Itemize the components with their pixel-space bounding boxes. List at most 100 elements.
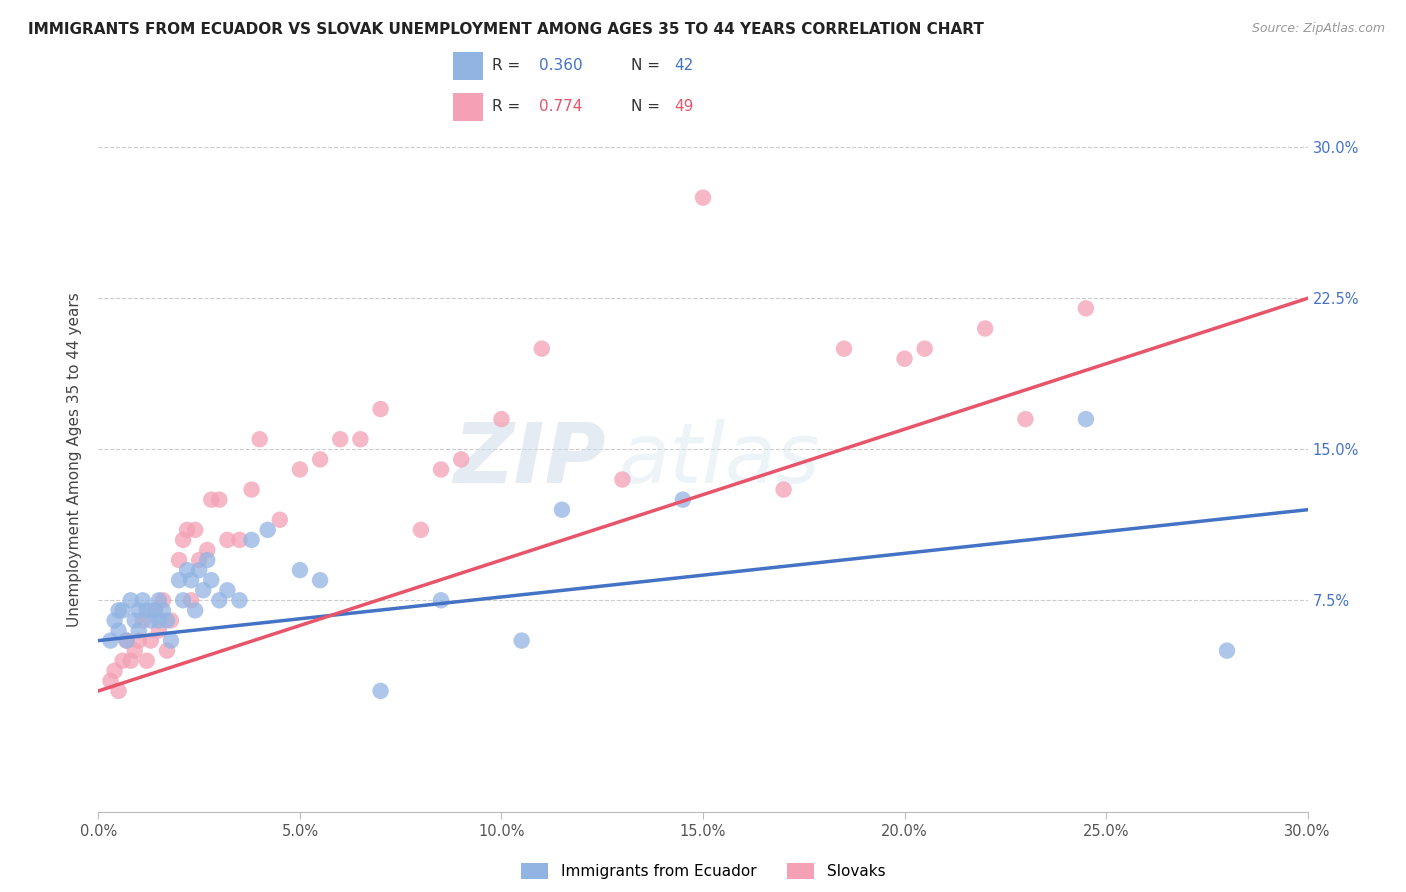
Point xyxy=(1074,301,1097,316)
Point xyxy=(228,593,250,607)
Point xyxy=(184,523,207,537)
Point xyxy=(217,533,239,547)
Point xyxy=(167,553,190,567)
Point xyxy=(103,664,125,678)
Point xyxy=(107,684,129,698)
Point xyxy=(256,523,278,537)
Point xyxy=(349,432,371,446)
Point xyxy=(612,473,634,487)
Point xyxy=(228,533,250,547)
Point xyxy=(309,573,332,587)
Text: R =: R = xyxy=(492,99,526,114)
Point xyxy=(115,633,138,648)
Point xyxy=(692,191,714,205)
Point xyxy=(672,492,695,507)
Point xyxy=(180,593,202,607)
Point xyxy=(107,624,129,638)
Text: ZIP: ZIP xyxy=(454,419,606,500)
Point xyxy=(491,412,513,426)
Point xyxy=(430,593,453,607)
Text: 49: 49 xyxy=(675,99,693,114)
Text: 42: 42 xyxy=(675,58,693,73)
Text: IMMIGRANTS FROM ECUADOR VS SLOVAK UNEMPLOYMENT AMONG AGES 35 TO 44 YEARS CORRELA: IMMIGRANTS FROM ECUADOR VS SLOVAK UNEMPL… xyxy=(28,22,984,37)
Point xyxy=(269,513,291,527)
Point xyxy=(188,553,211,567)
Point xyxy=(217,583,239,598)
Point xyxy=(195,543,218,558)
Point xyxy=(772,483,794,497)
Text: N =: N = xyxy=(631,58,665,73)
Point xyxy=(430,462,453,476)
Point xyxy=(172,593,194,607)
Point xyxy=(974,321,997,335)
Point xyxy=(128,603,150,617)
Point xyxy=(249,432,271,446)
FancyBboxPatch shape xyxy=(453,93,482,120)
FancyBboxPatch shape xyxy=(453,53,482,80)
Point xyxy=(139,614,162,628)
Point xyxy=(1014,412,1036,426)
Point xyxy=(156,614,179,628)
Point xyxy=(240,483,263,497)
Point xyxy=(100,673,122,688)
Point xyxy=(200,573,222,587)
Point xyxy=(124,614,146,628)
Text: atlas: atlas xyxy=(619,419,820,500)
Point xyxy=(208,492,231,507)
Point xyxy=(180,573,202,587)
Point xyxy=(288,462,311,476)
Point xyxy=(160,614,183,628)
Point xyxy=(124,643,146,657)
Point xyxy=(135,654,157,668)
Text: R =: R = xyxy=(492,58,526,73)
Text: 0.774: 0.774 xyxy=(538,99,582,114)
Point xyxy=(176,563,198,577)
Point xyxy=(107,603,129,617)
Y-axis label: Unemployment Among Ages 35 to 44 years: Unemployment Among Ages 35 to 44 years xyxy=(67,292,83,627)
Point xyxy=(188,563,211,577)
Point xyxy=(148,593,170,607)
Point xyxy=(160,633,183,648)
Point xyxy=(103,614,125,628)
Point xyxy=(370,684,392,698)
Point xyxy=(156,643,179,657)
Point xyxy=(148,614,170,628)
Point xyxy=(100,633,122,648)
Point xyxy=(132,614,155,628)
Point xyxy=(530,342,553,356)
Point xyxy=(139,633,162,648)
Point xyxy=(152,603,174,617)
Point xyxy=(309,452,332,467)
Text: N =: N = xyxy=(631,99,665,114)
Point xyxy=(409,523,432,537)
Point xyxy=(208,593,231,607)
Point xyxy=(143,603,166,617)
Point xyxy=(128,633,150,648)
Point xyxy=(184,603,207,617)
Point xyxy=(120,593,142,607)
Point xyxy=(120,654,142,668)
Point xyxy=(135,603,157,617)
Point xyxy=(200,492,222,507)
Point xyxy=(288,563,311,577)
Point xyxy=(551,502,574,516)
Point xyxy=(176,523,198,537)
Text: 0.360: 0.360 xyxy=(538,58,582,73)
Point xyxy=(370,402,392,417)
Point xyxy=(832,342,855,356)
Point xyxy=(132,593,155,607)
Point xyxy=(111,654,134,668)
Point xyxy=(329,432,352,446)
Point xyxy=(143,603,166,617)
Point xyxy=(450,452,472,467)
Point xyxy=(111,603,134,617)
Point xyxy=(914,342,936,356)
Legend: Immigrants from Ecuador, Slovaks: Immigrants from Ecuador, Slovaks xyxy=(515,857,891,885)
Point xyxy=(193,583,215,598)
Point xyxy=(893,351,915,366)
Point xyxy=(510,633,533,648)
Point xyxy=(152,593,174,607)
Text: Source: ZipAtlas.com: Source: ZipAtlas.com xyxy=(1251,22,1385,36)
Point xyxy=(115,633,138,648)
Point xyxy=(1074,412,1097,426)
